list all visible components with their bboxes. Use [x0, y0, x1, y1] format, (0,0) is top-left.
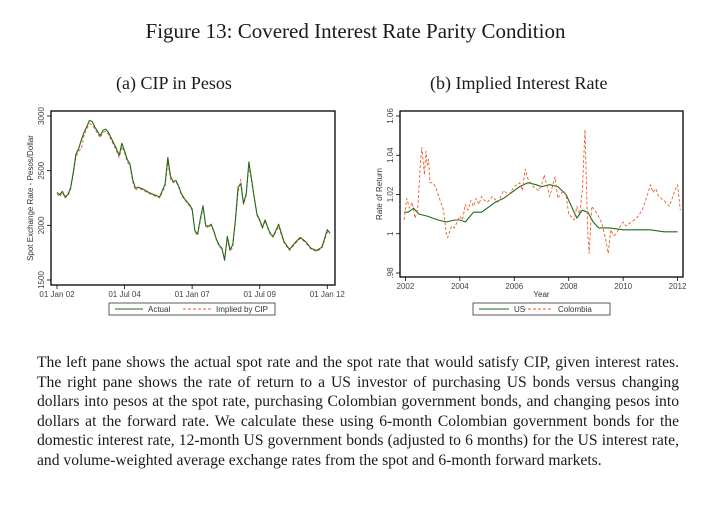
x-tick-label: 01 Jul 09: [243, 290, 276, 299]
legend-box: [108, 302, 276, 316]
plot-frame: [50, 110, 336, 286]
y-axis-title: Spot Exchange Rate - Pesos/Dollar: [26, 135, 35, 261]
x-tick-label: 01 Jan 02: [39, 290, 75, 299]
y-tick-label: 1500: [37, 271, 46, 289]
series-line-actual: [56, 119, 331, 261]
legend-label-implied-by-cip: Implied by CIP: [216, 305, 268, 314]
y-tick-label: 2000: [37, 216, 46, 234]
subfigure-a-title: (a) CIP in Pesos: [116, 73, 232, 93]
x-tick-label: 01 Jan 12: [310, 290, 346, 299]
y-tick-label: 3000: [37, 107, 46, 125]
x-tick-label: 01 Jul 04: [108, 290, 141, 299]
y-tick-label: 2500: [37, 161, 46, 179]
x-tick-label: 01 Jan 07: [175, 290, 211, 299]
legend-label-actual: Actual: [148, 305, 170, 314]
chart-cip-in-pesos: 1500 2000 2500 3000 01 Jan 02 01 Jul 04 01 Jan…: [26, 107, 346, 316]
figure-title: Figure 13: Covered Interest Rate Parity …: [145, 19, 566, 43]
figure-caption: The left pane shows the actual spot rate…: [37, 354, 679, 469]
subfigure-b-title: (b) Implied Interest Rate: [430, 73, 608, 93]
